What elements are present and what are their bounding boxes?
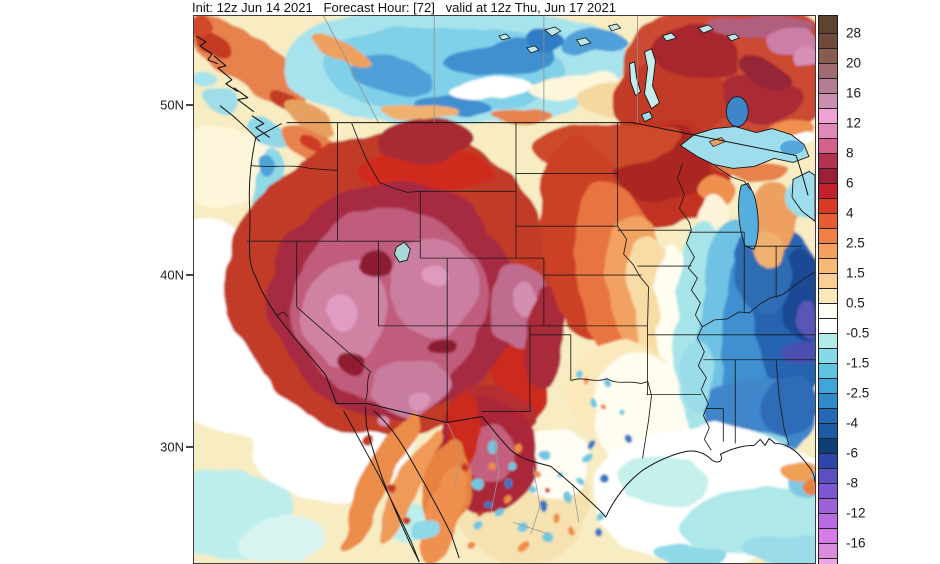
colorbar-segment — [819, 394, 837, 409]
colorbar-segment — [819, 424, 837, 439]
colorbar-tick-label: 0.5 — [846, 295, 865, 311]
lake-huron — [791, 170, 815, 222]
colorbar-tick-label: 16 — [846, 85, 862, 101]
colorbar-segment — [819, 109, 837, 124]
colorbar-tick-label: 20 — [846, 55, 862, 71]
lake-winnipeg — [644, 48, 661, 110]
western-heat-dome-field — [228, 121, 565, 443]
baja-california-coast — [343, 406, 420, 563]
ontario-quebec-warm-field — [610, 16, 815, 151]
colorbar-segment — [819, 439, 837, 454]
colorbar-segment — [819, 514, 837, 529]
anomaly-field — [194, 16, 815, 563]
northern-canada-lakes — [498, 23, 740, 54]
anomaly-map-image — [194, 16, 815, 563]
canada-cool-field — [283, 16, 654, 128]
colorbar-tick-label: 6 — [846, 175, 854, 191]
colorbar-segment — [819, 64, 837, 79]
colorbar-segment — [819, 559, 837, 564]
colorbar-segment — [819, 379, 837, 394]
latitude-tick — [186, 446, 194, 448]
gulf-field — [597, 424, 815, 563]
colorbar-segment — [819, 79, 837, 94]
lakes — [393, 23, 815, 263]
latitude-label: 40N — [160, 267, 184, 283]
colorbar-segment — [819, 529, 837, 544]
colorbar-segment — [819, 214, 837, 229]
speckle-dots — [366, 372, 635, 549]
colorbar-segment — [819, 184, 837, 199]
pacific-coast — [248, 123, 338, 404]
gulf-coast — [605, 437, 815, 518]
colorbar-segment — [819, 319, 837, 334]
latitude-label: 30N — [160, 439, 184, 455]
colorbar-segment — [819, 49, 837, 64]
vancouver-island — [219, 105, 261, 142]
colorbar-tick-label: -8 — [846, 475, 859, 491]
latitude-tick — [186, 274, 194, 276]
colorbar-segment — [819, 349, 837, 364]
lake-superior-east-blue — [780, 140, 805, 155]
colorbar-tick-label: 1.5 — [846, 265, 865, 281]
colorbar-tick-label: -2.5 — [846, 385, 870, 401]
colorbar-tick-label: -6 — [846, 445, 859, 461]
san-francisco-bay — [277, 311, 289, 318]
colorbar-tick-label: -1.5 — [846, 355, 870, 371]
colorbar-segment — [819, 274, 837, 289]
colorbar-segment — [819, 229, 837, 244]
lake-michigan — [738, 182, 759, 250]
great-salt-lake — [393, 241, 411, 263]
colorbar-segment — [819, 304, 837, 319]
colorbar-segment — [819, 499, 837, 514]
colorbar-tick-label: 28 — [846, 25, 862, 41]
lake-of-the-woods — [640, 111, 654, 123]
bc-fjords — [195, 35, 271, 139]
colorbar-tick-label: 12 — [846, 115, 862, 131]
colorbar-tick-label: 2.5 — [846, 235, 865, 251]
colorbar-segment — [819, 334, 837, 349]
colorbar-segment — [819, 244, 837, 259]
latitude-tick — [186, 104, 194, 106]
colorbar-segment — [819, 199, 837, 214]
colorbar-tick-label: -0.5 — [846, 325, 870, 341]
state-borders — [246, 122, 815, 459]
colorbar-segment — [819, 544, 837, 559]
colorbar-segment — [819, 16, 837, 34]
lake-nipigon — [725, 96, 749, 128]
latitude-label: 50N — [160, 97, 184, 113]
colorbar-tick-label: -12 — [846, 505, 866, 521]
colorbar-segment — [819, 259, 837, 274]
colorbar-segment — [819, 34, 837, 49]
colorbar-segment — [819, 409, 837, 424]
page-title: Init: 12z Jun 14 2021 Forecast Hour: [72… — [192, 0, 616, 15]
colorbar-tick-label: 4 — [846, 205, 854, 221]
province-borders — [323, 16, 638, 123]
colorbar-segment — [819, 484, 837, 499]
coastlines — [195, 35, 815, 563]
colorbar-segment — [819, 169, 837, 184]
colorbar-tick-label: -4 — [846, 415, 859, 431]
colorbar-segment — [819, 124, 837, 139]
map-frame — [193, 15, 816, 564]
colorbar-segment — [819, 139, 837, 154]
colorbar-tick-label: -16 — [846, 535, 866, 551]
colorbar-segment — [819, 454, 837, 469]
colorbar-segment — [819, 289, 837, 304]
colorbar-tick-label: 8 — [846, 145, 854, 161]
mexico-border-rio-grande — [336, 403, 607, 518]
colorbar-segment — [819, 154, 837, 169]
colorbar-segment — [819, 94, 837, 109]
lake-superior — [679, 126, 810, 169]
sonora-coast — [373, 410, 460, 559]
colorbar-segment — [819, 364, 837, 379]
mexico-state-borders — [446, 422, 580, 535]
bc-coast-field — [194, 16, 335, 148]
us-canada-border — [286, 122, 809, 196]
colorbar — [818, 15, 838, 564]
colorbar-segment — [819, 469, 837, 484]
